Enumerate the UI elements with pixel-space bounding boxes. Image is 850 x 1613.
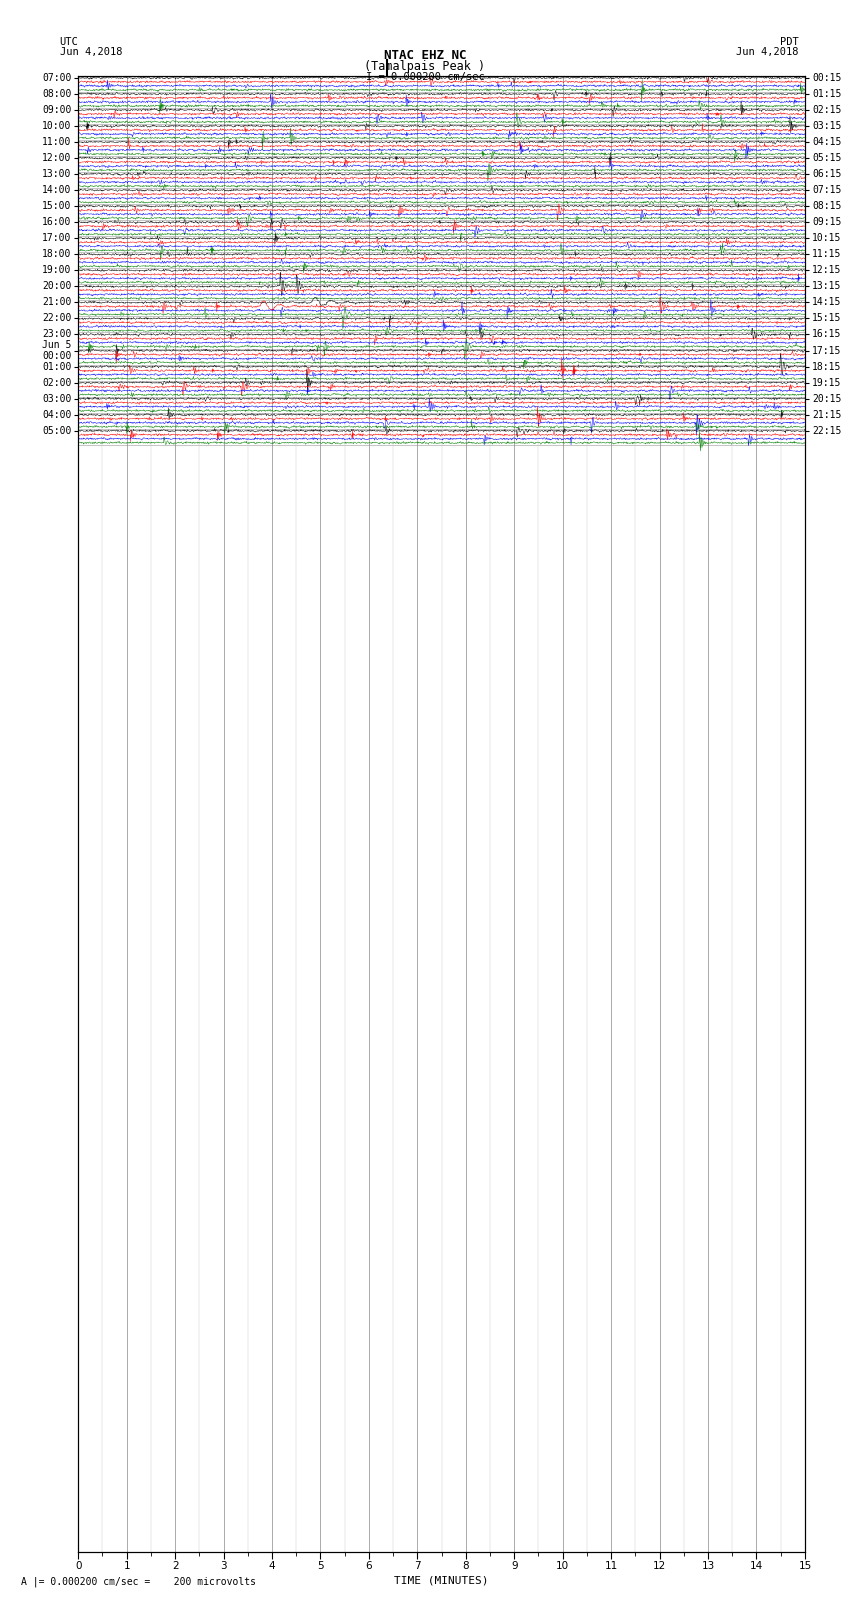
Text: I = 0.000200 cm/sec: I = 0.000200 cm/sec bbox=[366, 71, 484, 82]
Text: (Tamalpais Peak ): (Tamalpais Peak ) bbox=[365, 60, 485, 74]
Text: UTC: UTC bbox=[60, 37, 78, 47]
Text: NTAC EHZ NC: NTAC EHZ NC bbox=[383, 50, 467, 63]
X-axis label: TIME (MINUTES): TIME (MINUTES) bbox=[394, 1576, 489, 1586]
Text: PDT: PDT bbox=[780, 37, 799, 47]
Text: Jun 4,2018: Jun 4,2018 bbox=[736, 47, 799, 56]
Text: Jun 4,2018: Jun 4,2018 bbox=[60, 47, 122, 56]
Text: A |= 0.000200 cm/sec =    200 microvolts: A |= 0.000200 cm/sec = 200 microvolts bbox=[21, 1576, 256, 1587]
